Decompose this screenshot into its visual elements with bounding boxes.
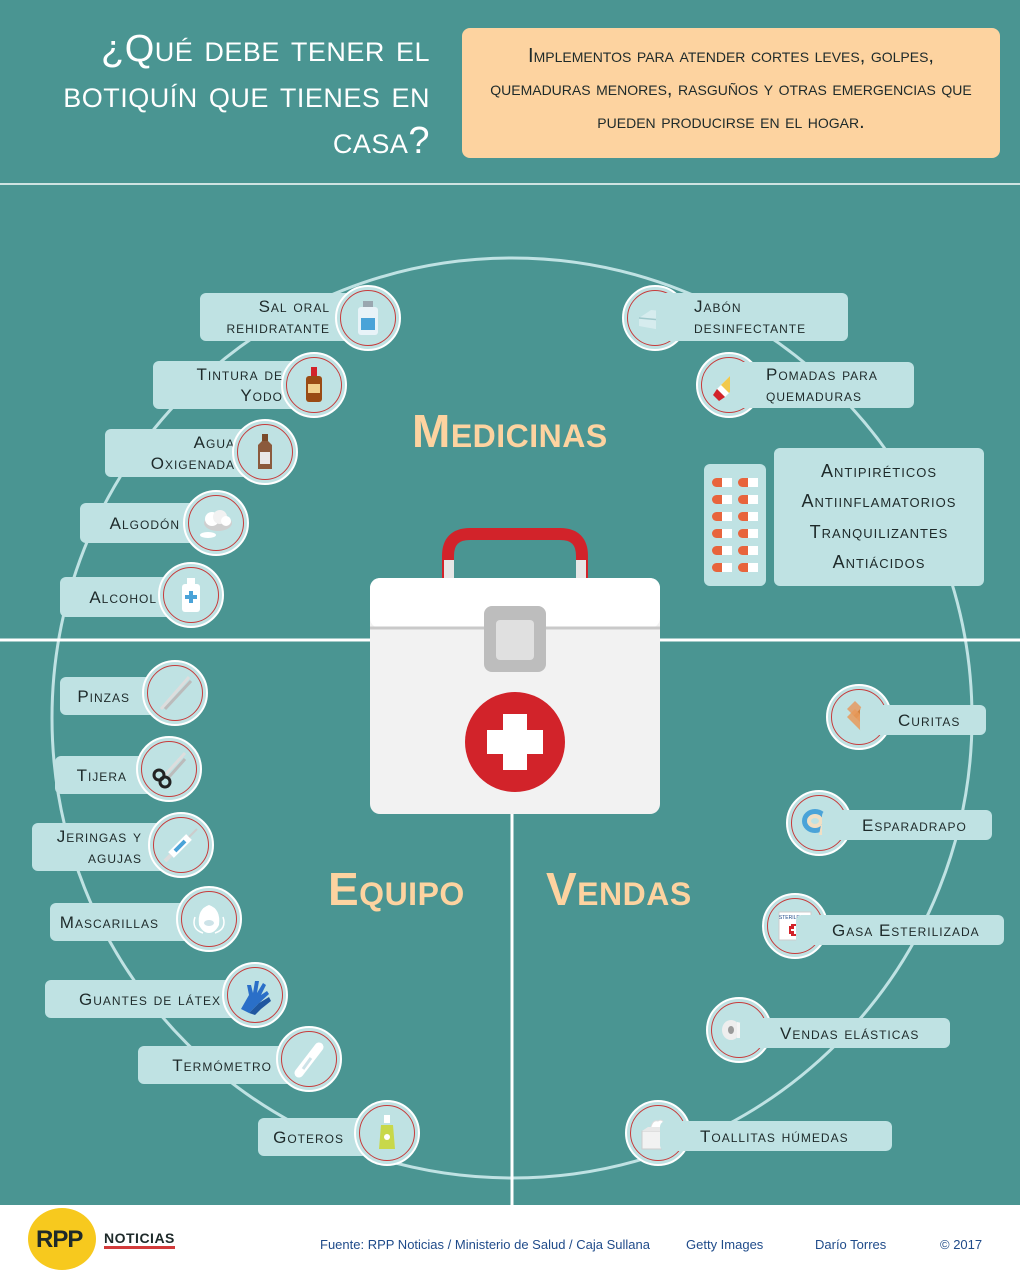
label-esparadrapo: Esparadrapo: [822, 810, 992, 840]
footer-copyright: © 2017: [940, 1237, 983, 1252]
mask-icon: [176, 886, 242, 952]
med-list-item: Antiácidos: [832, 552, 926, 573]
alcohol-bottle-icon: [158, 562, 224, 628]
syringe-icon: [148, 812, 214, 878]
medicine-list: Antipiréticos Antiinflamatorios Tranquil…: [774, 448, 984, 586]
footer-author: Darío Torres: [815, 1237, 887, 1252]
med-list-item: Tranquilizantes: [809, 521, 949, 542]
label-toallitas: Toallitas húmedas: [660, 1121, 892, 1151]
footer: [0, 1205, 1020, 1275]
bottle-icon: [335, 285, 401, 351]
subtitle-box: Implementos para atender cortes leves, g…: [462, 28, 1000, 158]
label-mascarillas: Mascarillas: [50, 903, 195, 941]
gloves-icon: [222, 962, 288, 1028]
iodine-bottle-icon: [281, 352, 347, 418]
label-curitas: Curitas: [860, 705, 986, 735]
page-title: ¿Qué debe tener el botiquín que tienes e…: [63, 28, 430, 162]
footer-images: Getty Images: [686, 1237, 764, 1252]
peroxide-bottle-icon: [232, 419, 298, 485]
logo-sub: NOTICIAS: [104, 1230, 175, 1249]
label-goteros: Goteros: [258, 1118, 368, 1156]
label-vendas-elasticas: Vendas elásticas: [740, 1018, 950, 1048]
pill-blister-icon: [704, 464, 766, 586]
scissors-icon: [136, 736, 202, 802]
label-jabon: Jabón desinfectante: [656, 293, 848, 341]
label-guantes: Guantes de látex: [45, 980, 245, 1018]
med-list-item: Antiinflamatorios: [801, 491, 957, 512]
footer-source: Fuente: RPP Noticias / Ministerio de Sal…: [320, 1237, 650, 1252]
thermometer-icon: [276, 1026, 342, 1092]
label-termometro: Termómetro: [138, 1046, 298, 1084]
tweezers-icon: [142, 660, 208, 726]
tape-icon: [786, 790, 852, 856]
category-equipo: Equipo: [328, 863, 465, 915]
category-vendas: Vendas: [546, 863, 692, 915]
rpp-logo: RPP: [28, 1208, 96, 1270]
logo-text: RPP: [36, 1226, 83, 1253]
dropper-icon: [354, 1100, 420, 1166]
infographic-canvas: ¿Qué debe tener el botiquín que tienes e…: [0, 0, 1020, 1205]
label-pomadas: Pomadas para quemaduras: [730, 362, 914, 408]
label-gasa: Gasa Esterilizada: [796, 915, 1004, 945]
header-divider: [0, 183, 1020, 185]
category-medicinas: Medicinas: [412, 405, 608, 457]
cotton-icon: [183, 490, 249, 556]
first-aid-kit-icon: [370, 528, 660, 814]
med-list-item: Antipiréticos: [820, 460, 937, 481]
